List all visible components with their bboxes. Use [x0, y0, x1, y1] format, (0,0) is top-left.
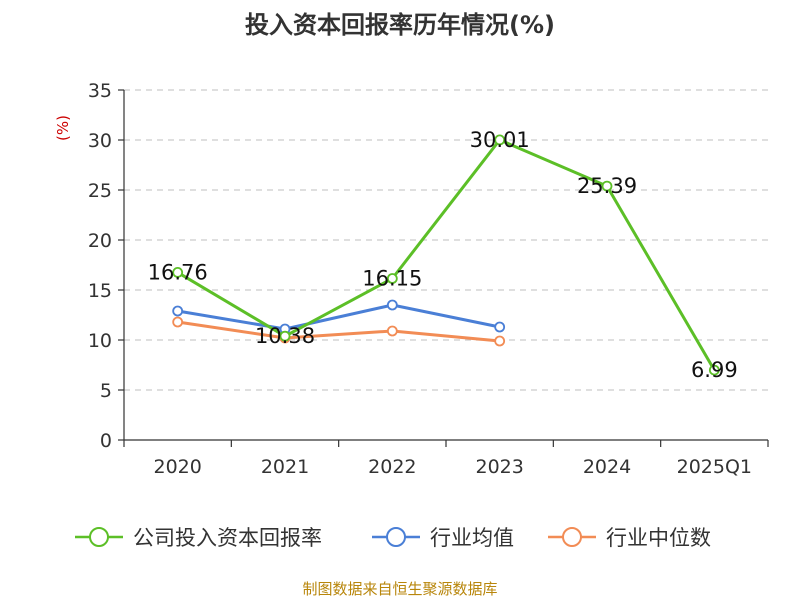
y-tick-label-25: 25	[88, 180, 112, 202]
series-line-1	[177, 303, 500, 331]
y-tick-label-5: 5	[100, 380, 112, 402]
data-point-s1-2020	[172, 305, 184, 317]
data-point-s2-2023	[494, 335, 506, 347]
x-tick-label-2022: 2022	[368, 456, 416, 478]
data-label-2024: 25.39	[577, 174, 637, 198]
legend-marker-1	[386, 527, 406, 547]
data-label-2021: 10.38	[255, 324, 315, 348]
series-line-0	[176, 138, 716, 371]
y-tick-label-0: 0	[100, 430, 112, 452]
legend: 公司投入资本回报率 行业均值 行业中位数	[75, 526, 711, 550]
data-point-s0-2021	[279, 330, 291, 342]
x-tick-labels: 2020 2021 2022 2023 2024 2025Q1	[153, 456, 752, 478]
y-tick-labels: 0 5 10 15 20 25 30 35	[88, 80, 112, 452]
axes	[118, 89, 769, 447]
data-point-s2-2020	[172, 316, 184, 328]
x-tick-label-2023: 2023	[475, 456, 523, 478]
source-note: 制图数据来自恒生聚源数据库	[302, 580, 497, 598]
x-tick-label-2020: 2020	[153, 456, 201, 478]
series-line-2	[177, 320, 500, 343]
data-point-s0-2024	[601, 180, 613, 192]
y-tick-label-20: 20	[88, 230, 112, 252]
data-point-s1-2022	[386, 299, 398, 311]
y-axis-unit: (%)	[54, 115, 72, 141]
data-point-s0-2025Q1	[708, 364, 720, 376]
y-tick-label-30: 30	[88, 130, 112, 152]
data-point-s2-2022	[386, 325, 398, 337]
data-point-s0-2020	[172, 266, 184, 278]
chart-title: 投入资本回报率历年情况(%)	[245, 11, 555, 39]
data-labels: 16.76 10.38 16.15 30.01 25.39 6.99	[148, 128, 738, 382]
data-point-s0-2023	[494, 134, 506, 146]
grid-lines	[124, 89, 768, 391]
y-tick-label-15: 15	[88, 280, 112, 302]
series-points	[172, 134, 720, 376]
legend-label-1: 行业均值	[430, 526, 514, 550]
legend-marker-0	[89, 527, 109, 547]
data-point-s0-2022	[386, 273, 398, 284]
data-label-2022: 16.15	[362, 267, 422, 291]
data-label-2020: 16.76	[148, 260, 208, 284]
x-tick-label-2021: 2021	[261, 456, 309, 478]
y-tick-label-35: 35	[88, 80, 112, 102]
y-tick-label-10: 10	[88, 330, 112, 352]
legend-label-0: 公司投入资本回报率	[133, 526, 322, 550]
series-lines	[176, 138, 716, 371]
data-point-s1-2023	[494, 321, 506, 333]
data-label-2023: 30.01	[470, 128, 530, 152]
legend-label-2: 行业中位数	[606, 526, 711, 550]
legend-marker-2	[562, 527, 582, 547]
x-tick-label-2025Q1: 2025Q1	[677, 456, 752, 478]
x-tick-label-2024: 2024	[583, 456, 631, 478]
data-label-2025Q1: 6.99	[691, 358, 738, 382]
